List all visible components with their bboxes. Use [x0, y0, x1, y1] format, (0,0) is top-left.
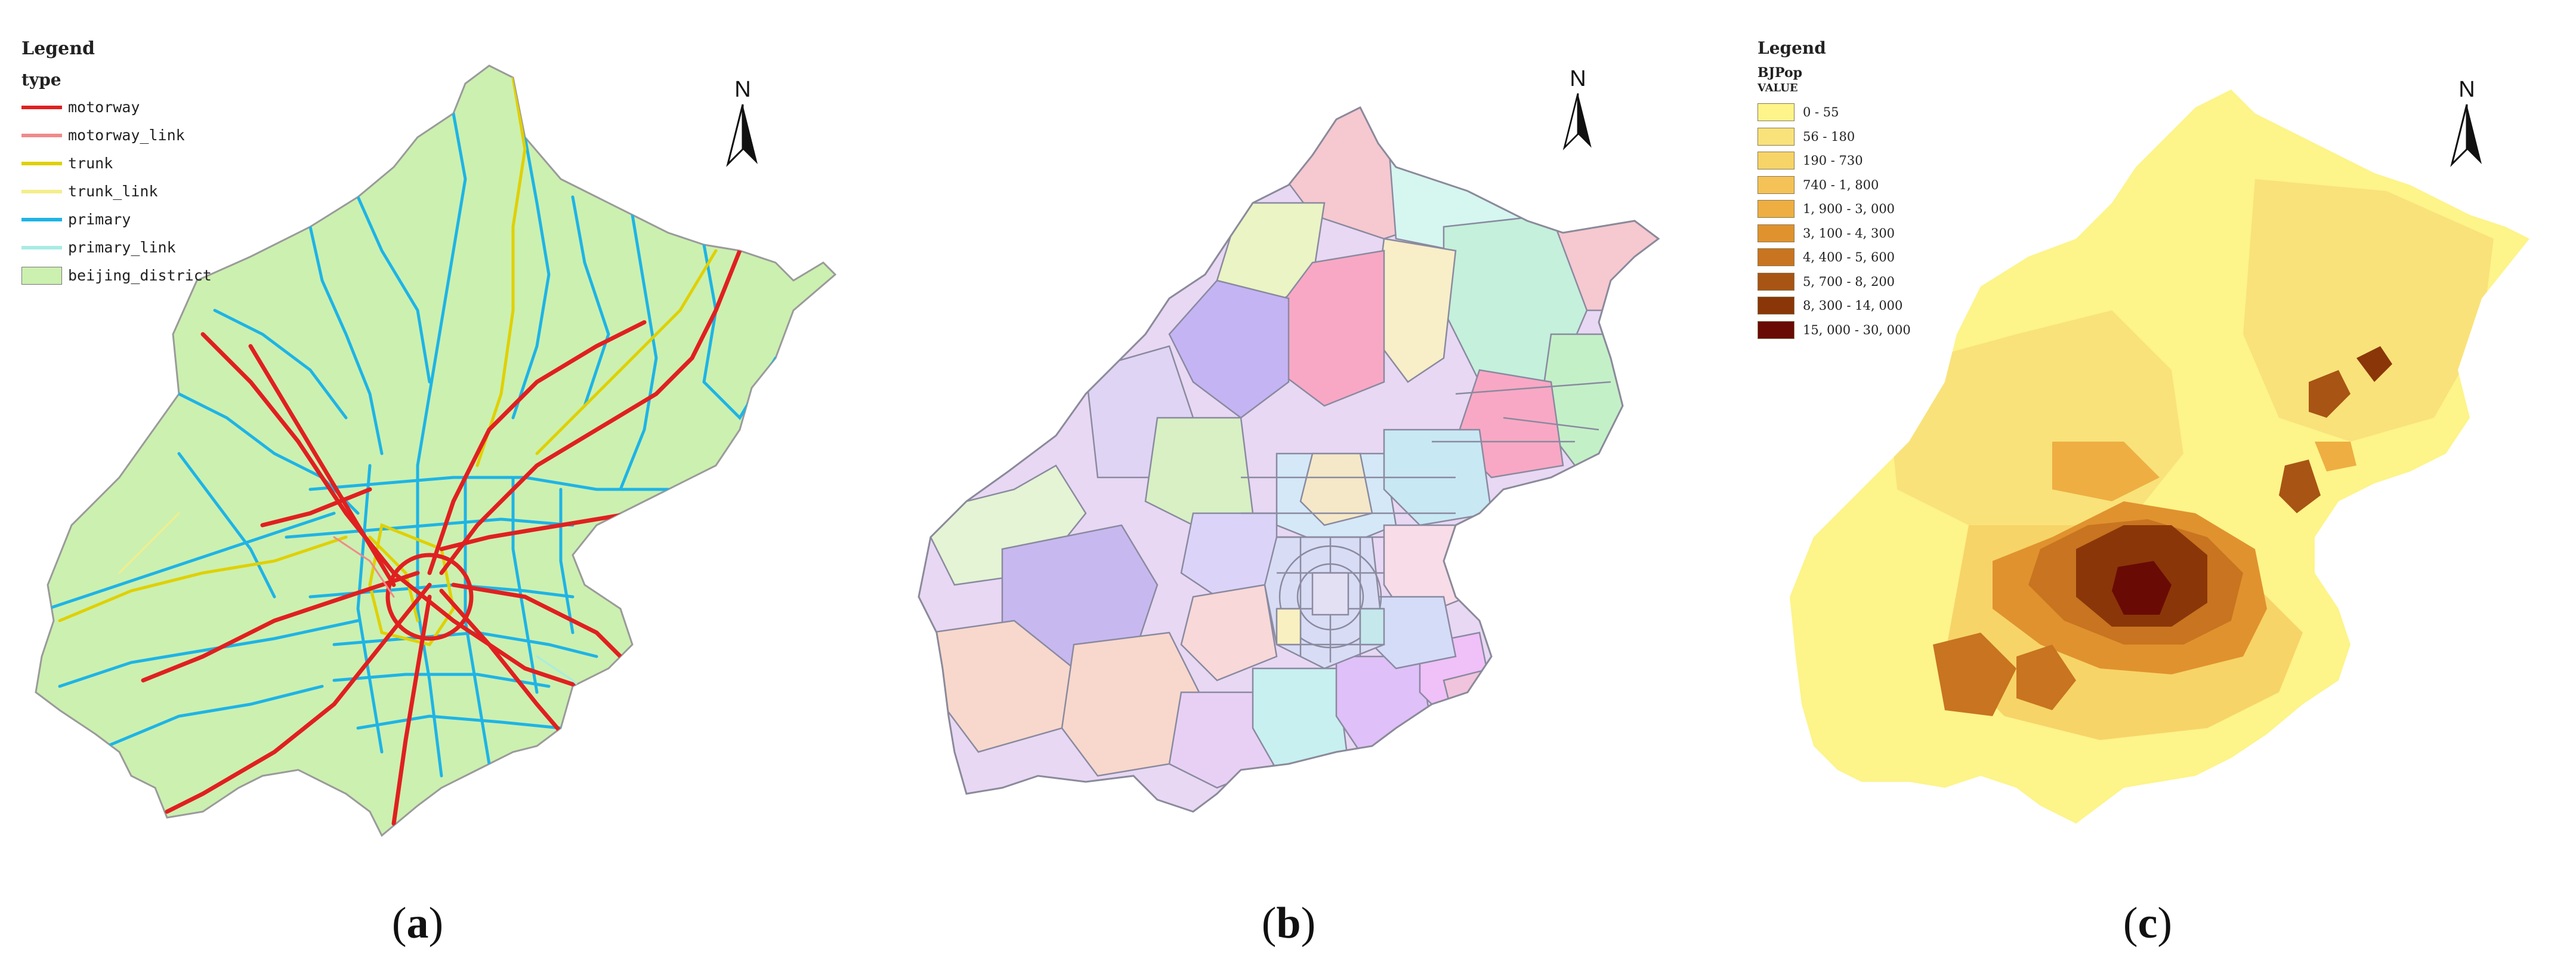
legend-swatch: [1758, 248, 1794, 267]
population-legend-class: 1, 900 - 3, 000: [1758, 197, 1911, 221]
caption-b-close: ): [1301, 899, 1316, 948]
population-legend-layer: BJPop: [1758, 65, 1803, 81]
legend-label: trunk: [68, 155, 113, 172]
legend-label: trunk_link: [68, 183, 158, 200]
legend-swatch: [21, 105, 62, 109]
legend-label: 15, 000 - 30, 000: [1803, 322, 1911, 337]
legend-swatch: [1758, 175, 1794, 194]
road-legend-title: Legend: [21, 38, 95, 59]
legend-label: 56 - 180: [1803, 129, 1855, 144]
legend-label: motorway_link: [68, 127, 185, 144]
district-map-svg: [918, 106, 1660, 813]
population-legend-class: 190 - 730: [1758, 149, 1911, 173]
legend-swatch: [21, 217, 62, 221]
north-label: N: [1570, 66, 1586, 91]
road-legend-item: trunk: [21, 149, 212, 177]
north-arrow-c: N: [2440, 78, 2494, 169]
legend-swatch: [1758, 320, 1794, 339]
north-arrow-icon: [2450, 104, 2482, 167]
legend-swatch: [21, 161, 62, 165]
population-legend-class: 3, 100 - 4, 300: [1758, 221, 1911, 246]
north-label: N: [734, 77, 751, 102]
legend-swatch: [1758, 127, 1794, 146]
road-legend-item: primary_link: [21, 233, 212, 261]
legend-swatch: [21, 189, 62, 193]
caption-b: (b): [1229, 898, 1348, 949]
population-legend-field: VALUE: [1758, 82, 1798, 94]
legend-swatch: [21, 266, 62, 285]
caption-b-letter: b: [1276, 899, 1301, 948]
population-legend-class: 5, 700 - 8, 200: [1758, 270, 1911, 294]
legend-swatch: [21, 245, 62, 249]
legend-label: 740 - 1, 800: [1803, 177, 1879, 192]
caption-a-open: (: [391, 899, 407, 948]
north-arrow-b: N: [1551, 67, 1605, 153]
population-map-svg: [1790, 90, 2529, 824]
legend-label: 1, 900 - 3, 000: [1803, 202, 1895, 217]
panel-b-district-map: N (b): [859, 0, 1718, 971]
caption-a-close: ): [428, 899, 444, 948]
legend-swatch: [21, 133, 62, 137]
caption-c-letter: c: [2138, 899, 2158, 948]
caption-b-open: (: [1261, 899, 1277, 948]
population-legend: Legend BJPop VALUE 0 - 55 56 - 180 190 - 7…: [1758, 38, 1911, 342]
caption-c: (c): [2088, 898, 2207, 949]
road-lines: [46, 76, 777, 826]
legend-swatch: [1758, 200, 1794, 218]
legend-label: primary_link: [68, 239, 176, 256]
north-arrow-a: N: [716, 78, 770, 169]
legend-swatch: [1758, 152, 1794, 170]
north-label: N: [2458, 77, 2475, 102]
road-legend-item: primary: [21, 205, 212, 233]
road-legend-item: motorway_link: [21, 121, 212, 149]
population-legend-title: Legend: [1758, 38, 1826, 58]
population-legend-class: 56 - 180: [1758, 125, 1911, 149]
caption-a: (a): [358, 898, 477, 949]
legend-label: primary: [68, 211, 131, 228]
legend-swatch: [1758, 103, 1794, 122]
population-legend-class: 8, 300 - 14, 000: [1758, 294, 1911, 318]
road-legend-item: motorway: [21, 93, 212, 121]
population-legend-class: 4, 400 - 5, 600: [1758, 245, 1911, 270]
legend-swatch: [1758, 272, 1794, 291]
panel-c-population-map: Legend BJPop VALUE 0 - 55 56 - 180 190 - 7…: [1718, 0, 2576, 971]
caption-c-open: (: [2123, 899, 2138, 948]
road-legend-item: trunk_link: [21, 177, 212, 205]
legend-label: beijing_district: [68, 267, 212, 284]
road-map-svg: [35, 64, 836, 837]
legend-label: 3, 100 - 4, 300: [1803, 226, 1895, 241]
legend-label: motorway: [68, 98, 140, 116]
legend-label: 190 - 730: [1803, 153, 1863, 168]
road-legend-item: beijing_district: [21, 261, 212, 289]
population-legend-class: 15, 000 - 30, 000: [1758, 318, 1911, 343]
legend-swatch: [1758, 297, 1794, 315]
legend-label: 0 - 55: [1803, 105, 1839, 120]
north-arrow-icon: [1562, 93, 1592, 150]
caption-a-letter: a: [406, 899, 429, 948]
caption-c-close: ): [2157, 899, 2173, 948]
road-legend-field: type: [21, 70, 61, 90]
legend-label: 5, 700 - 8, 200: [1803, 274, 1895, 289]
population-legend-class: 740 - 1, 800: [1758, 173, 1911, 198]
north-arrow-icon: [726, 104, 758, 167]
legend-swatch: [1758, 224, 1794, 242]
legend-label: 4, 400 - 5, 600: [1803, 250, 1895, 265]
legend-label: 8, 300 - 14, 000: [1803, 298, 1903, 313]
population-legend-class: 0 - 55: [1758, 100, 1911, 125]
